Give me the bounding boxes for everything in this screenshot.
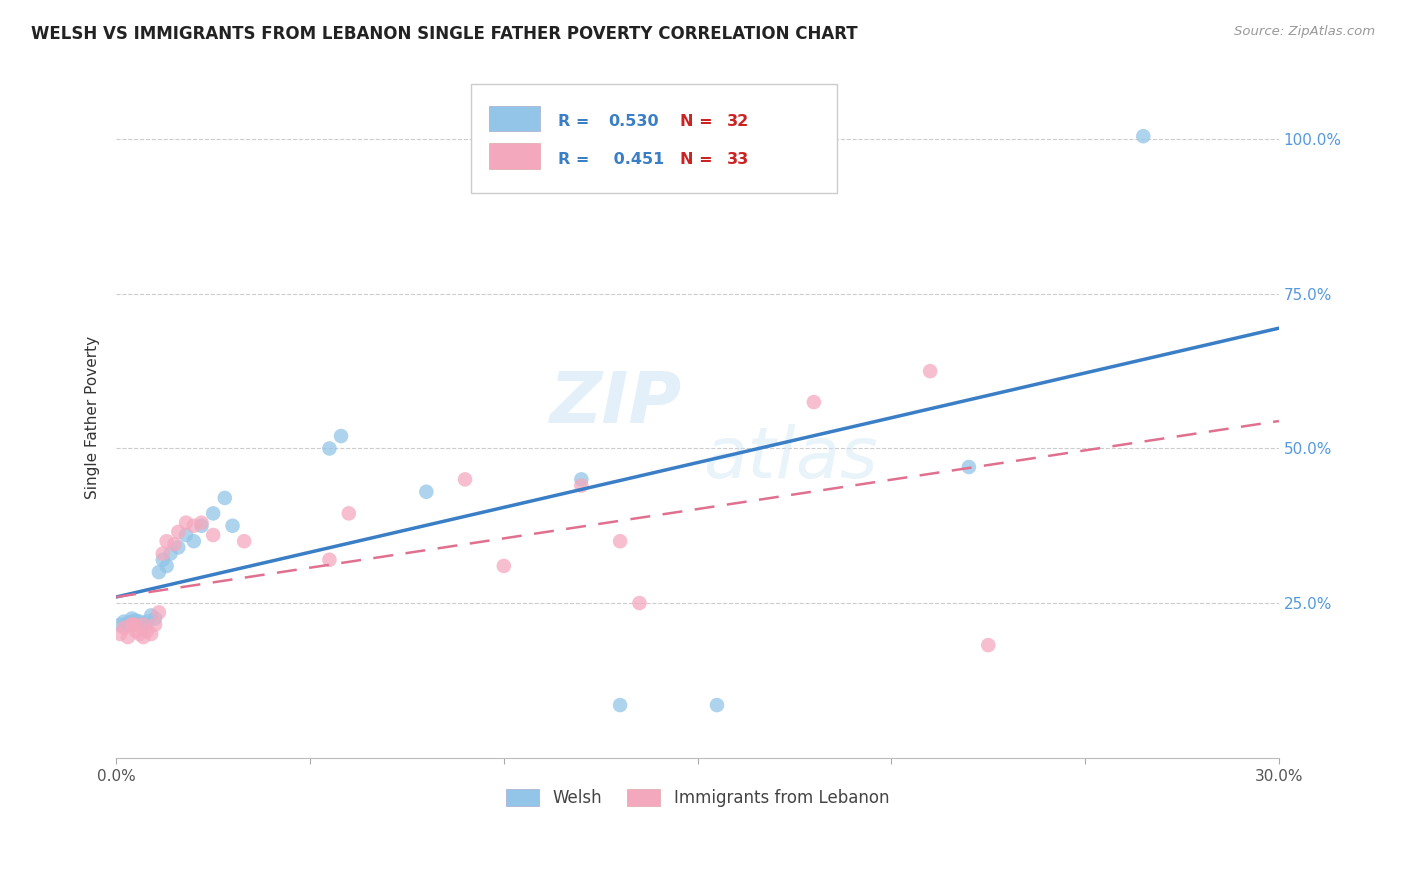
Text: 0.451: 0.451 bbox=[607, 152, 664, 167]
Point bbox=[108, 617, 131, 632]
Point bbox=[1132, 129, 1154, 144]
Text: 33: 33 bbox=[727, 152, 749, 167]
Point bbox=[415, 484, 437, 499]
Point bbox=[803, 395, 825, 409]
Point bbox=[330, 429, 353, 443]
Point bbox=[233, 534, 256, 549]
Point bbox=[117, 630, 139, 644]
Point bbox=[124, 617, 146, 632]
Text: ZIP: ZIP bbox=[550, 369, 682, 439]
Point bbox=[706, 698, 728, 712]
Point bbox=[124, 613, 146, 627]
Point bbox=[183, 518, 205, 533]
Point bbox=[609, 534, 631, 549]
Point bbox=[108, 627, 131, 641]
Point bbox=[977, 638, 1000, 652]
Point bbox=[174, 516, 197, 530]
Point bbox=[124, 615, 146, 630]
Point bbox=[190, 516, 212, 530]
Point bbox=[190, 518, 212, 533]
Point bbox=[174, 528, 197, 542]
Point bbox=[152, 553, 174, 567]
Point bbox=[141, 627, 163, 641]
Point bbox=[337, 507, 360, 521]
Point bbox=[318, 442, 340, 456]
Point bbox=[957, 460, 980, 475]
Point bbox=[183, 534, 205, 549]
Point bbox=[141, 608, 163, 623]
Point bbox=[121, 617, 143, 632]
Point bbox=[569, 472, 592, 486]
FancyBboxPatch shape bbox=[489, 143, 540, 169]
Point bbox=[214, 491, 236, 505]
Point bbox=[156, 534, 179, 549]
Point bbox=[117, 617, 139, 632]
Point bbox=[167, 541, 190, 555]
Text: Source: ZipAtlas.com: Source: ZipAtlas.com bbox=[1234, 25, 1375, 38]
Point bbox=[221, 518, 243, 533]
Point bbox=[202, 507, 225, 521]
Point bbox=[112, 615, 135, 629]
FancyBboxPatch shape bbox=[489, 105, 540, 131]
Point bbox=[121, 611, 143, 625]
Point bbox=[202, 528, 225, 542]
Point bbox=[148, 605, 170, 619]
Text: R =: R = bbox=[558, 114, 595, 129]
Point bbox=[132, 617, 155, 632]
Point bbox=[124, 624, 146, 638]
Y-axis label: Single Father Poverty: Single Father Poverty bbox=[86, 336, 100, 500]
Text: N =: N = bbox=[681, 114, 718, 129]
Point bbox=[136, 615, 159, 629]
Point bbox=[143, 611, 166, 625]
Point bbox=[318, 553, 340, 567]
Point bbox=[148, 565, 170, 579]
Point bbox=[143, 617, 166, 632]
Legend: Welsh, Immigrants from Lebanon: Welsh, Immigrants from Lebanon bbox=[499, 782, 896, 814]
Point bbox=[121, 615, 143, 629]
Point bbox=[156, 558, 179, 573]
Point bbox=[167, 524, 190, 539]
Point bbox=[128, 627, 150, 641]
Text: atlas: atlas bbox=[703, 424, 877, 493]
Point bbox=[609, 698, 631, 712]
Point bbox=[163, 537, 186, 551]
Text: N =: N = bbox=[681, 152, 718, 167]
Point bbox=[492, 558, 515, 573]
Text: R =: R = bbox=[558, 152, 595, 167]
Text: 32: 32 bbox=[727, 114, 749, 129]
Point bbox=[136, 624, 159, 638]
Point bbox=[112, 621, 135, 635]
Point bbox=[159, 547, 181, 561]
FancyBboxPatch shape bbox=[471, 84, 837, 193]
Point bbox=[152, 547, 174, 561]
Point bbox=[454, 472, 477, 486]
Point bbox=[121, 617, 143, 632]
Point bbox=[128, 615, 150, 629]
Point bbox=[132, 617, 155, 632]
Point bbox=[569, 478, 592, 492]
Point bbox=[132, 630, 155, 644]
Text: 0.530: 0.530 bbox=[607, 114, 658, 129]
Text: WELSH VS IMMIGRANTS FROM LEBANON SINGLE FATHER POVERTY CORRELATION CHART: WELSH VS IMMIGRANTS FROM LEBANON SINGLE … bbox=[31, 25, 858, 43]
Point bbox=[920, 364, 942, 378]
Point bbox=[628, 596, 651, 610]
Point bbox=[117, 615, 139, 630]
